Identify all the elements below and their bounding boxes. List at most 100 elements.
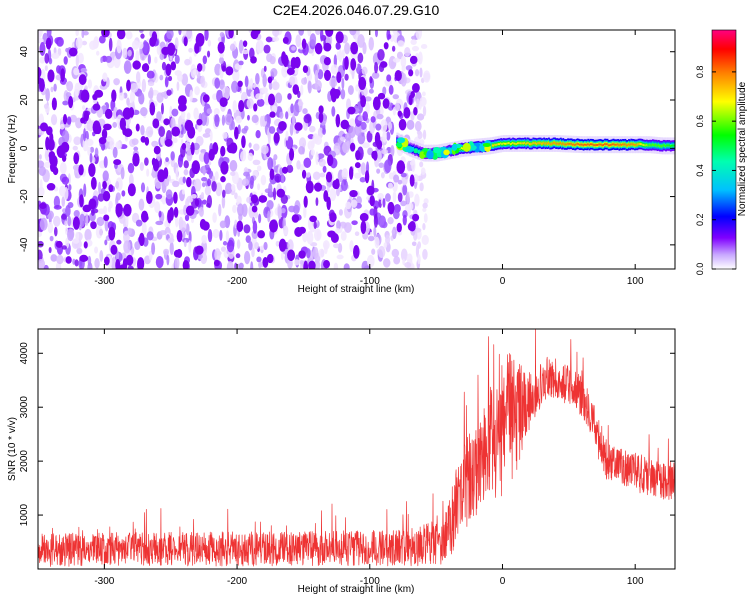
noise-cell: [159, 52, 165, 61]
x-tick-label: -300: [94, 576, 114, 587]
noise-cell: [152, 118, 160, 129]
noise-cell: [221, 194, 226, 209]
signal-cell: [608, 144, 611, 147]
noise-cell: [229, 160, 238, 172]
noise-cell: [226, 260, 234, 269]
noise-cell: [168, 207, 174, 221]
noise-cell: [207, 39, 212, 47]
noise-cell: [400, 200, 407, 207]
noise-cell: [140, 136, 146, 143]
signal-cell: [639, 143, 642, 146]
noise-cell: [102, 170, 109, 182]
noise-cell: [68, 184, 72, 191]
noise-cell: [336, 51, 340, 61]
noise-cell: [263, 241, 268, 251]
noise-cell: [266, 53, 273, 63]
noise-cell: [75, 30, 79, 37]
signal-cell: [555, 142, 558, 145]
signal-cell: [501, 143, 504, 146]
noise-cell: [44, 52, 50, 64]
noise-cell: [238, 262, 244, 269]
noise-cell: [246, 196, 253, 204]
noise-cell: [131, 138, 139, 146]
noise-cell: [211, 181, 217, 192]
noise-cell: [220, 176, 226, 183]
noise-cell: [102, 180, 107, 190]
noise-cell: [287, 93, 292, 100]
noise-cell: [392, 191, 397, 203]
noise-cell: [53, 215, 61, 227]
noise-cell: [348, 166, 354, 180]
signal-cell: [589, 143, 592, 146]
signal-cell: [549, 143, 552, 146]
noise-cell: [371, 71, 380, 79]
noise-cell: [408, 191, 414, 198]
colorbar-label: Normalized spectral amplitude: [737, 81, 748, 216]
noise-cell: [156, 44, 161, 56]
noise-cell: [374, 236, 380, 249]
noise-cell: [232, 100, 237, 113]
noise-cell: [416, 113, 425, 121]
noise-cell: [374, 61, 379, 74]
noise-cell: [341, 49, 345, 59]
noise-cell: [170, 61, 177, 71]
signal-blob: [413, 148, 418, 154]
noise-cell: [104, 239, 108, 246]
noise-cell: [370, 116, 376, 123]
noise-cell: [403, 107, 411, 119]
noise-cell: [406, 253, 413, 264]
noise-cell: [359, 176, 366, 183]
signal-cell: [575, 143, 578, 146]
noise-cell: [305, 180, 314, 194]
noise-cell: [374, 131, 381, 146]
noise-cell: [357, 34, 365, 48]
noise-cell: [317, 153, 325, 159]
noise-cell: [194, 86, 200, 96]
signal-cell: [586, 143, 589, 146]
noise-cell: [258, 261, 262, 269]
noise-cell: [123, 240, 131, 254]
noise-cell: [235, 115, 243, 124]
signal-cell: [543, 141, 546, 144]
noise-cell: [408, 202, 414, 211]
noise-cell: [293, 56, 301, 69]
signal-cell: [625, 144, 628, 147]
noise-cell: [84, 85, 88, 91]
noise-cell: [141, 78, 147, 93]
noise-cell: [278, 238, 287, 252]
noise-cell: [236, 220, 244, 233]
signal-cell: [583, 143, 586, 146]
signal-cell: [606, 143, 609, 146]
noise-cell: [269, 168, 275, 181]
noise-cell: [88, 163, 96, 177]
signal-cell: [571, 143, 574, 146]
noise-cell: [154, 56, 158, 64]
signal-cell: [521, 142, 524, 145]
noise-cell: [226, 239, 235, 253]
signal-cell: [570, 142, 573, 145]
signal-cell: [659, 145, 661, 148]
signal-blob: [451, 143, 458, 151]
noise-cell: [255, 73, 260, 85]
signal-cell: [671, 144, 673, 147]
noise-cell: [152, 158, 160, 172]
noise-cell: [417, 131, 423, 140]
noise-cell: [38, 231, 42, 238]
signal-cell: [667, 144, 670, 147]
noise-cell: [282, 225, 289, 236]
signal-cell: [650, 144, 653, 147]
signal-cell: [660, 145, 663, 148]
noise-cell: [314, 69, 319, 84]
signal-cell: [497, 143, 500, 146]
noise-cell: [80, 89, 90, 103]
signal-blob: [405, 146, 414, 153]
noise-cell: [315, 197, 319, 206]
noise-cell: [127, 265, 134, 269]
signal-cell: [557, 142, 560, 145]
noise-cell: [167, 75, 173, 82]
noise-cell: [68, 47, 78, 57]
signal-cell: [592, 143, 595, 146]
noise-cell: [349, 30, 357, 36]
noise-cell: [102, 72, 108, 82]
noise-cell: [116, 30, 126, 40]
